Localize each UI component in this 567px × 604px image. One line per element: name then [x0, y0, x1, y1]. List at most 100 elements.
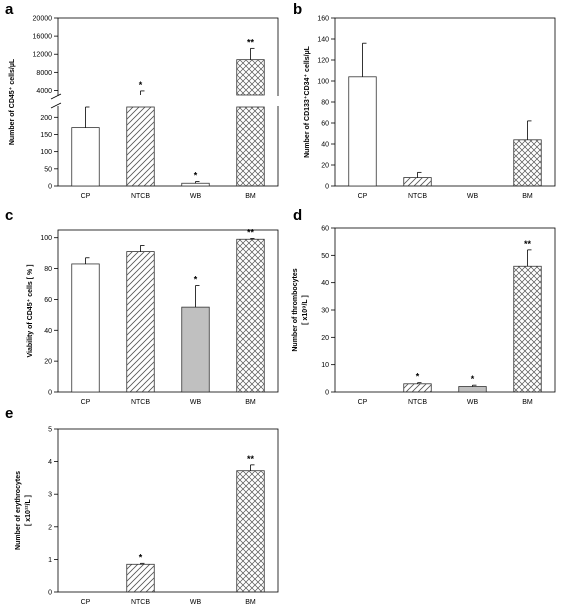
y-tick-label: 0	[48, 590, 52, 597]
panel-label-a: a	[5, 1, 14, 18]
y-tick-label: 12000	[33, 52, 53, 59]
x-tick-label-wb: WB	[467, 193, 479, 200]
significance-marker-bm: **	[247, 227, 255, 237]
y-axis-label-unit: [ x10⁹/L ]	[302, 295, 309, 325]
x-tick-label-wb: WB	[190, 599, 202, 604]
y-tick-label: 80	[44, 266, 52, 273]
y-tick-label: 0	[325, 184, 329, 191]
bar-wb	[181, 306, 210, 393]
x-tick-label-cp: CP	[81, 599, 91, 604]
x-tick-label-wb: WB	[190, 399, 202, 406]
y-tick-label: 40	[321, 142, 329, 149]
axis-break-gap	[52, 96, 280, 106]
bar-wb	[181, 182, 210, 187]
y-tick-label: 4000	[36, 88, 52, 95]
bar-bm	[513, 139, 542, 187]
panel-label-e: e	[5, 405, 13, 422]
y-tick-label: 100	[317, 79, 329, 86]
bar-bm	[513, 265, 542, 393]
y-axis-label: Number of erythrocytes	[15, 471, 22, 550]
y-tick-label: 200	[40, 115, 52, 122]
panel-label-c: c	[5, 207, 13, 224]
y-tick-label: 40	[44, 328, 52, 335]
x-tick-label-bm: BM	[245, 599, 256, 604]
panel-b: b 0 20 40 60 80 100 120 140 160 CP NTCB WB BM Number o…	[293, 1, 556, 200]
y-tick-label: 10	[321, 362, 329, 369]
y-tick-label: 0	[48, 184, 52, 191]
y-tick-label: 5	[48, 427, 52, 434]
x-tick-label-cp: CP	[358, 193, 368, 200]
bar-bm	[236, 59, 265, 96]
bar-ntcb	[403, 383, 432, 393]
y-tick-label: 1	[48, 557, 52, 564]
significance-marker-ntcb: *	[139, 552, 143, 562]
significance-marker-wb: *	[194, 275, 198, 285]
bar-ntcb	[403, 177, 432, 187]
y-tick-label: 3	[48, 492, 52, 499]
bar-bm	[236, 238, 265, 393]
y-tick-label: 30	[321, 308, 329, 315]
panel-label-b: b	[293, 1, 302, 18]
bar-ntcb-lower	[126, 106, 155, 187]
y-tick-label: 50	[44, 166, 52, 173]
y-tick-label: 2	[48, 524, 52, 531]
y-tick-label: 0	[325, 390, 329, 397]
y-tick-label: 40	[321, 280, 329, 287]
y-axis-label: Number of thrombocytes	[292, 268, 299, 351]
significance-marker-wb: *	[194, 171, 198, 181]
y-tick-label: 4	[48, 459, 52, 466]
significance-marker-bm: **	[247, 454, 255, 464]
y-tick-label: 140	[317, 37, 329, 44]
y-axis-label: Number of CD45⁺ cells/µL	[8, 58, 16, 145]
x-tick-label-wb: WB	[467, 399, 479, 406]
x-tick-label-ntcb: NTCB	[408, 193, 427, 200]
y-tick-label: 20000	[33, 16, 53, 23]
x-tick-label-ntcb: NTCB	[131, 193, 150, 200]
y-tick-label: 20	[321, 335, 329, 342]
axis-break-mark	[50, 93, 62, 100]
significance-marker-wb: *	[471, 374, 475, 384]
y-tick-label: 20	[321, 163, 329, 170]
y-tick-label: 60	[321, 226, 329, 233]
y-axis-label: Viability of CD45⁺ cells [ % ]	[26, 264, 34, 357]
x-tick-label-bm: BM	[522, 399, 533, 406]
bar-cp	[348, 76, 377, 187]
x-tick-label-ntcb: NTCB	[131, 399, 150, 406]
bar-wb	[458, 386, 487, 393]
x-tick-label-cp: CP	[358, 399, 368, 406]
x-tick-label-bm: BM	[245, 399, 256, 406]
y-tick-label: 100	[40, 149, 52, 156]
panel-label-d: d	[293, 207, 302, 224]
significance-marker-ntcb: *	[139, 80, 143, 90]
bar-bm	[236, 470, 265, 593]
y-tick-label: 150	[40, 132, 52, 139]
panel-a: a05010015020040008000120001600020000****…	[5, 1, 280, 200]
x-tick-label-cp: CP	[81, 399, 91, 406]
y-tick-label: 60	[321, 121, 329, 128]
y-tick-label: 8000	[36, 70, 52, 77]
bar-ntcb	[126, 251, 155, 393]
y-axis-label: Number of CD133⁺CD34⁺ cells/µL	[303, 45, 311, 158]
x-tick-label-cp: CP	[81, 193, 91, 200]
y-tick-label: 120	[317, 58, 329, 65]
y-tick-label: 0	[48, 390, 52, 397]
bar-bm-lower	[236, 106, 265, 187]
x-tick-label-wb: WB	[190, 193, 202, 200]
y-tick-label: 80	[321, 100, 329, 107]
significance-marker-bm: **	[524, 239, 532, 249]
bar-cp	[71, 127, 100, 187]
y-axis-label-unit: [ x10¹²/L ]	[25, 495, 32, 526]
y-tick-label: 50	[321, 253, 329, 260]
bar-cp	[71, 263, 100, 393]
x-tick-label-bm: BM	[522, 193, 533, 200]
y-tick-label: 60	[44, 297, 52, 304]
significance-marker-ntcb: *	[416, 372, 420, 382]
plot-frame	[57, 428, 279, 593]
y-tick-label: 16000	[33, 34, 53, 41]
plot-frame	[57, 229, 279, 393]
significance-marker-bm: **	[247, 37, 255, 47]
